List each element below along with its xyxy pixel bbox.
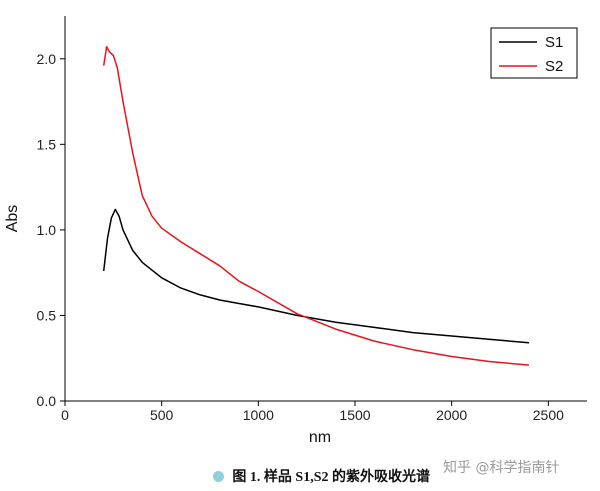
- x-tick-label: 0: [61, 407, 69, 423]
- x-tick-label: 1000: [243, 407, 274, 423]
- x-tick-label: 2000: [436, 407, 467, 423]
- series-line-s1: [102, 208, 530, 344]
- x-tick-label: 500: [150, 407, 174, 423]
- y-tick-label: 0.0: [37, 393, 57, 409]
- x-axis-title: nm: [309, 429, 331, 446]
- chart: 0 500 1000 1500 2000 2500 0.0 0.5 1.0 1.5 2.0 nm Abs…: [4, 16, 587, 446]
- caption-bullet-icon: [213, 471, 225, 482]
- legend-label-s1: S1: [545, 34, 563, 51]
- series-line-s2: [102, 46, 530, 366]
- y-tick-label: 0.5: [37, 307, 57, 323]
- series-layer: [102, 46, 530, 366]
- y-tick-label: 2.0: [37, 51, 57, 67]
- figure-caption: 图 1. 样品 S1,S2 的紫外吸收光谱: [0, 466, 430, 486]
- x-tick-label: 1500: [339, 407, 370, 423]
- caption-text: 图 1. 样品 S1,S2 的紫外吸收光谱: [232, 470, 430, 485]
- watermark-text: 知乎 @科学指南针: [443, 460, 560, 476]
- x-tick-label: 2500: [533, 407, 564, 423]
- y-tick-label: 1.0: [37, 222, 57, 238]
- y-tick-label: 1.5: [37, 136, 57, 152]
- legend-box: [490, 27, 578, 79]
- y-axis-title: Abs: [4, 205, 21, 233]
- legend-label-s2: S2: [545, 58, 563, 75]
- axes: 0 500 1000 1500 2000 2500 0.0 0.5 1.0 1.5 2.0 nm Abs: [4, 16, 587, 446]
